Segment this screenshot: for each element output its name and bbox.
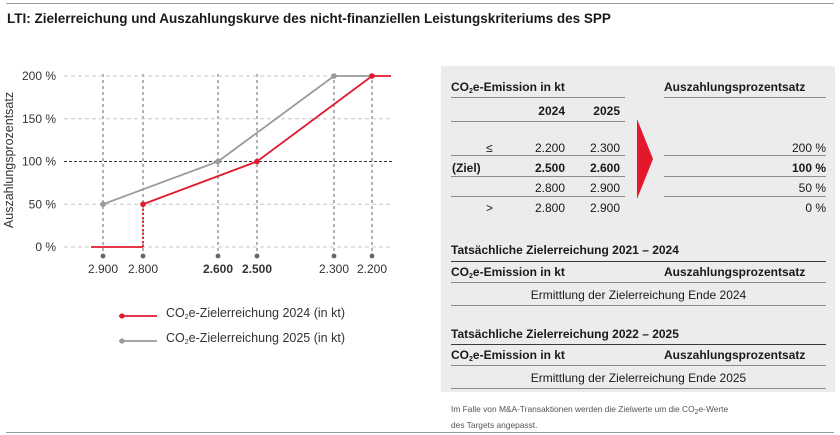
actual-2025-value: Ermittlung der Zielerreichung Ende 2025 — [530, 371, 747, 385]
series-2025-line — [102, 75, 372, 206]
page-title: LTI: Zielerreichung und Auszahlungskurve… — [7, 11, 611, 26]
table-row-rule — [451, 155, 625, 156]
legend-marker-2025 — [119, 338, 125, 344]
actual-2024-title: Tatsächliche Zielerreichung 2021 – 2024 — [451, 243, 679, 257]
x-tick-label: 2.800 — [128, 262, 158, 276]
table-row-rule — [664, 196, 826, 197]
table-row-rule — [451, 196, 625, 197]
table-row-rule — [451, 176, 625, 177]
table-row-payout: 200 % — [791, 141, 826, 155]
table-row-2025: 2.900 — [589, 201, 620, 215]
actual-2025-col-payout: Auszahlungsprozentsatz — [664, 348, 806, 362]
series-2025-point — [100, 201, 106, 208]
table-row-payout: 50 % — [798, 181, 826, 195]
table-col-2024: 2024 — [538, 104, 565, 118]
x-tick-marker — [100, 253, 106, 259]
table-subheader-rule — [451, 121, 625, 122]
actual-2024-rule-bottom — [451, 305, 826, 306]
actual-2024-value: Ermittlung der Zielerreichung Ende 2024 — [530, 288, 747, 302]
bottom-rule — [6, 432, 834, 433]
x-tick-marker — [215, 253, 221, 259]
x-tick-label: 2.600 — [203, 262, 233, 276]
actual-2025-rule-top — [451, 344, 826, 345]
x-tick-label: 2.900 — [88, 262, 118, 276]
series-2024-point — [369, 73, 375, 79]
table-row-label: ≤ — [486, 141, 493, 155]
actual-2024-rule-mid — [451, 282, 826, 283]
actual-2024-rule-top — [451, 261, 826, 262]
table-row-2025: 2.300 — [589, 141, 620, 155]
actual-2025-title: Tatsächliche Zielerreichung 2022 – 2025 — [451, 327, 679, 341]
table-row-label: > — [486, 201, 494, 215]
y-tick-label: 100 % — [22, 155, 56, 169]
table-row-2024: 2.500 — [534, 161, 565, 175]
arrow-right-icon — [637, 119, 653, 199]
table-row-2024: 2.800 — [534, 181, 565, 195]
series-2025-point — [331, 73, 337, 79]
series-2024-line — [142, 75, 391, 206]
actual-2024-col-emission: CO2e-Emission in kt — [451, 265, 565, 280]
table-row-payout: 0 % — [805, 201, 826, 215]
legend-marker-2024 — [119, 313, 125, 319]
table-row-rule — [664, 176, 826, 177]
table-row-label: (Ziel) — [452, 161, 481, 175]
actual-2024-col-payout: Auszahlungsprozentsatz — [664, 265, 806, 279]
y-axis-title: Auszahlungsprozentsatz — [2, 92, 16, 228]
actual-2025-rule-mid — [451, 365, 826, 366]
series-2024-point — [140, 201, 146, 208]
table-row-2024: 2.200 — [534, 141, 565, 155]
y-tick-label: 200 % — [22, 69, 56, 83]
legend-label-2025: CO2e-Zielerreichung 2025 (in kt) — [166, 331, 345, 346]
table-row-2025: 2.900 — [589, 181, 620, 195]
x-tick-marker — [254, 253, 260, 259]
series-2025-point — [215, 158, 221, 165]
x-tick-marker — [140, 253, 146, 259]
table-row-2025: 2.600 — [589, 161, 620, 175]
actual-2025-rule-bottom — [451, 388, 826, 389]
x-tick-label: 2.200 — [357, 262, 387, 276]
table-row-2024: 2.800 — [534, 201, 565, 215]
table-header-emission: CO2e-Emission in kt — [451, 80, 565, 95]
y-tick-label: 50 % — [29, 197, 57, 211]
y-tick-label: 150 % — [22, 112, 56, 126]
x-tick-label: 2.500 — [242, 262, 272, 276]
x-tick-marker — [331, 253, 337, 259]
table-header-rule-left — [451, 97, 625, 98]
x-tick-marker — [369, 253, 375, 259]
footnote: Im Falle von M&A-Transaktionen werden di… — [451, 404, 729, 430]
top-rule — [6, 3, 834, 4]
table-col-2025: 2025 — [593, 104, 620, 118]
payout-curve-chart: 200 % 150 % 100 % 50 % 0 % Auszahlungsprozent… — [2, 69, 392, 344]
table-header-rule-right — [664, 97, 826, 98]
table-row-rule — [664, 155, 826, 156]
y-tick-label: 0 % — [35, 240, 56, 254]
series-2024-point — [254, 158, 260, 165]
table-row-payout: 100 % — [791, 161, 826, 175]
legend-label-2024: CO2e-Zielerreichung 2024 (in kt) — [166, 306, 345, 321]
x-tick-label: 2.300 — [319, 262, 349, 276]
actual-2025-col-emission: CO2e-Emission in kt — [451, 348, 565, 363]
table-header-payout: Auszahlungsprozentsatz — [664, 80, 806, 94]
